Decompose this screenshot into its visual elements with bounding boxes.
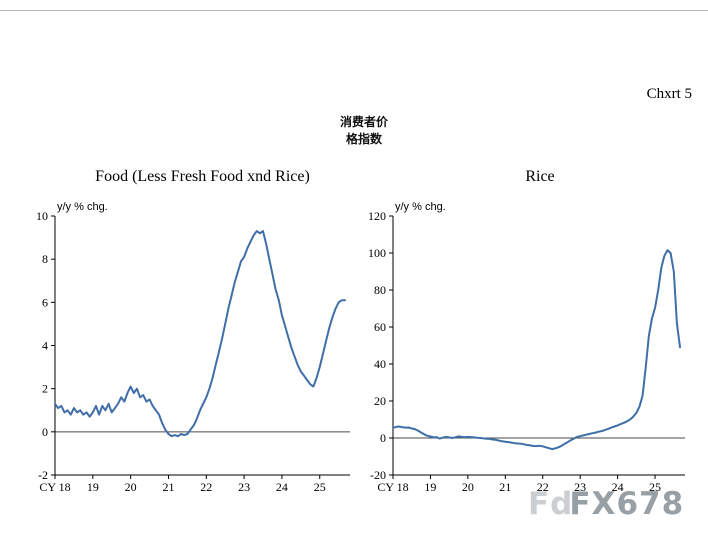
unit-label: y/y % chg. xyxy=(395,201,446,213)
top-rule xyxy=(0,10,708,11)
series-line xyxy=(392,249,681,451)
x-tick-label: 21 xyxy=(162,480,174,494)
y-tick-label: 60 xyxy=(374,320,386,334)
y-tick-label: 40 xyxy=(374,357,386,371)
y-tick-label: -2 xyxy=(38,468,48,482)
x-tick-label: 20 xyxy=(462,480,474,494)
x-tick-label: 23 xyxy=(238,480,250,494)
series-line xyxy=(54,230,346,438)
page-heading-line1: 消费者价 xyxy=(339,115,388,129)
y-tick-label: -20 xyxy=(370,468,386,482)
y-tick-label: 8 xyxy=(42,252,48,266)
unit-label: y/y % chg. xyxy=(57,201,108,213)
y-tick-label: 2 xyxy=(42,382,48,396)
rice-chart-title: Rice xyxy=(525,168,555,185)
chart-number-label: Chxrt 5 xyxy=(646,86,692,102)
y-tick-label: 4 xyxy=(42,339,48,353)
y-tick-label: 100 xyxy=(368,246,386,260)
x-tick-label: 25 xyxy=(649,480,661,494)
x-tick-label: 22 xyxy=(537,480,549,494)
y-tick-label: 20 xyxy=(374,394,386,408)
x-tick-label: 24 xyxy=(276,480,288,494)
y-tick-label: 120 xyxy=(368,209,386,223)
y-tick-label: 10 xyxy=(36,209,48,223)
x-tick-label: 19 xyxy=(424,480,436,494)
x-tick-label: 25 xyxy=(314,480,326,494)
x-tick-label: 19 xyxy=(87,480,99,494)
y-tick-label: 80 xyxy=(374,283,386,297)
y-tick-label: 0 xyxy=(42,425,48,439)
x-tick-label: 21 xyxy=(499,480,511,494)
y-tick-label: 6 xyxy=(42,295,48,309)
x-tick-label: CY 18 xyxy=(377,480,408,494)
x-tick-label: 22 xyxy=(200,480,212,494)
page-heading: 消费者价 格指数 xyxy=(274,114,454,148)
x-tick-label: 24 xyxy=(612,480,624,494)
food-chart-title: Food (Less Fresh Food xnd Rice) xyxy=(95,168,310,185)
x-tick-label: 23 xyxy=(574,480,586,494)
x-tick-label: CY 18 xyxy=(39,480,70,494)
x-tick-label: 20 xyxy=(125,480,137,494)
y-tick-label: 0 xyxy=(380,431,386,445)
page-heading-line2: 格指数 xyxy=(345,132,382,146)
